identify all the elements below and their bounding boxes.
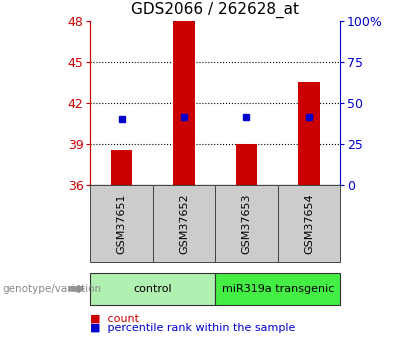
Bar: [110, 150, 132, 185]
Bar: [173, 21, 195, 185]
Text: miR319a transgenic: miR319a transgenic: [221, 284, 334, 294]
Text: GSM37654: GSM37654: [304, 193, 314, 254]
Text: ■  count: ■ count: [90, 314, 139, 324]
Text: GSM37651: GSM37651: [116, 193, 126, 254]
Text: control: control: [134, 284, 172, 294]
Bar: [298, 82, 320, 185]
Text: genotype/variation: genotype/variation: [2, 284, 101, 294]
Text: ■  percentile rank within the sample: ■ percentile rank within the sample: [90, 324, 296, 333]
Text: GSM37653: GSM37653: [241, 193, 252, 254]
Bar: [236, 144, 257, 185]
Title: GDS2066 / 262628_at: GDS2066 / 262628_at: [131, 2, 299, 18]
Text: GSM37652: GSM37652: [179, 193, 189, 254]
